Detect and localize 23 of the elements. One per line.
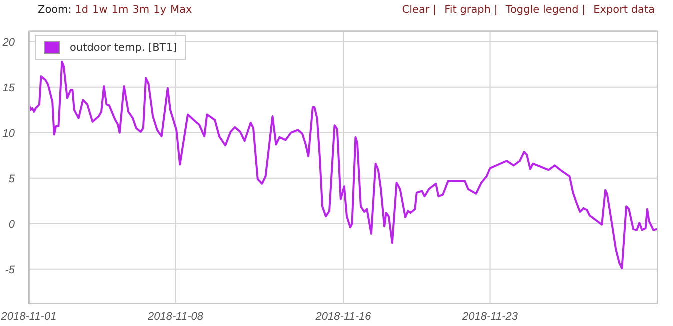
legend-label: outdoor temp. [BT1] xyxy=(70,42,177,54)
x-tick-label: 2018-11-08 xyxy=(147,310,204,323)
x-tick-label: 2018-11-16 xyxy=(314,310,372,323)
y-tick-label: 15 xyxy=(2,82,16,94)
line-series xyxy=(29,60,658,270)
text: Toggle legend | xyxy=(506,4,586,16)
y-tick-label: 10 xyxy=(2,128,16,140)
text: 1m xyxy=(112,4,129,16)
text: 1d xyxy=(75,4,89,16)
y-tick-label: -5 xyxy=(5,264,16,276)
text: Max xyxy=(170,4,192,16)
y-tick-label: 20 xyxy=(2,36,16,49)
text: Fit graph | xyxy=(444,4,498,16)
text: Clear | xyxy=(402,4,437,16)
text: Export data xyxy=(594,4,655,16)
text: 3m xyxy=(132,4,150,16)
text: Zoom: xyxy=(38,4,72,16)
text: 1w xyxy=(92,4,108,16)
y-tick-label: 5 xyxy=(8,173,16,186)
x-tick-label: 2018-11-01 xyxy=(0,310,57,323)
x-tick-label: 2018-11-23 xyxy=(462,310,519,323)
text: 1y xyxy=(154,4,167,16)
y-tick-label: 0 xyxy=(8,218,16,231)
